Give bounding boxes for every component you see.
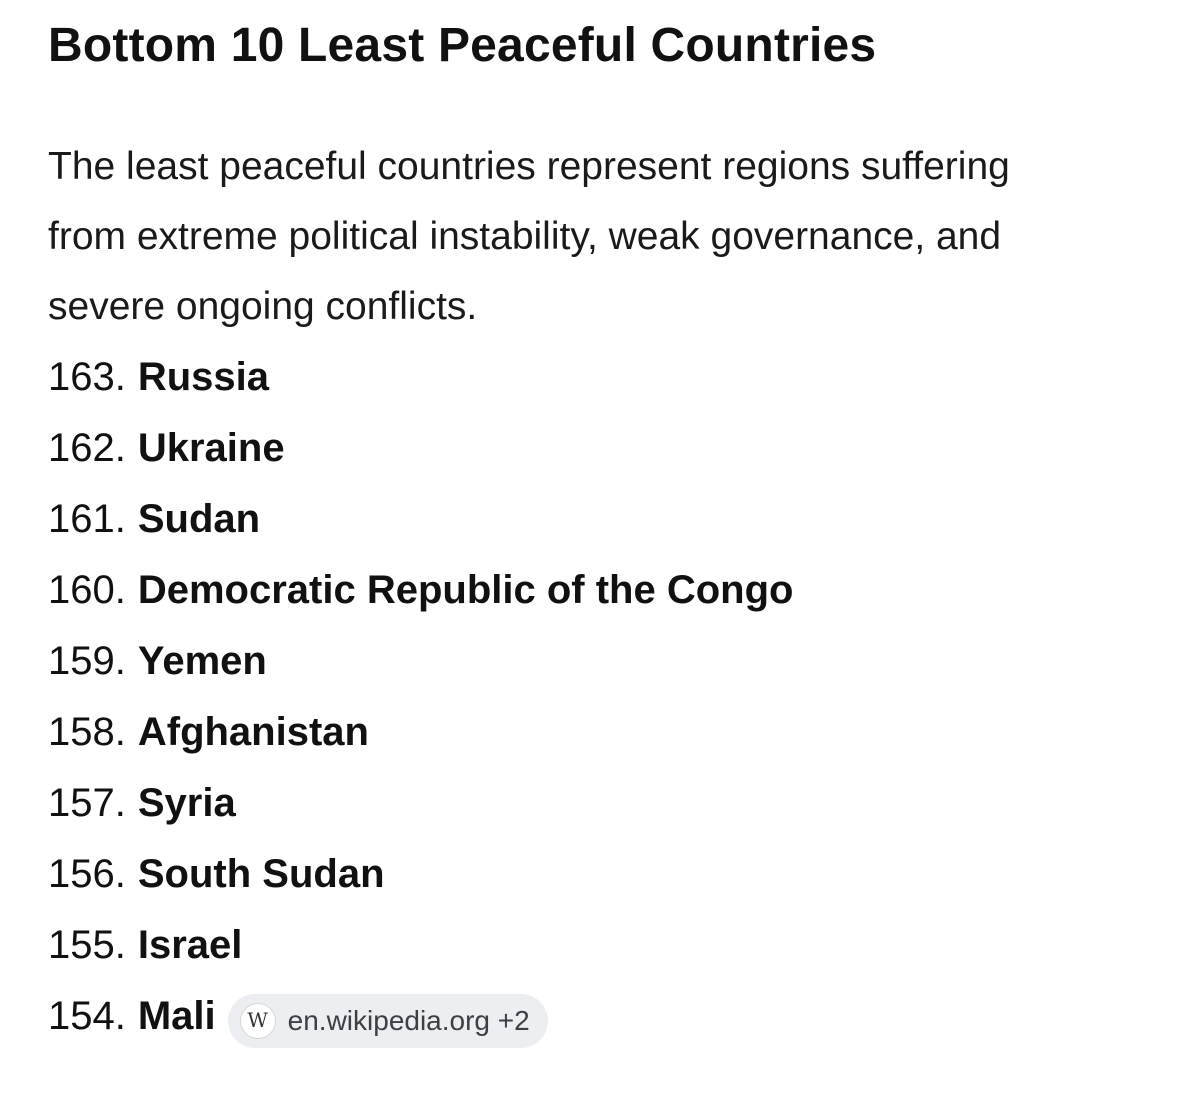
country-name: Democratic Republic of the Congo [137, 568, 794, 612]
intro-paragraph: The least peaceful countries represent r… [48, 145, 1010, 328]
country-name: Ukraine [137, 426, 285, 470]
list-item: 157. Syria [48, 768, 1168, 839]
rank-number: 161. [48, 497, 126, 541]
country-name: Sudan [137, 497, 261, 541]
source-chip-label: en.wikipedia.org +2 [287, 1005, 530, 1036]
country-name: Russia [137, 355, 270, 399]
wikipedia-icon: W [239, 1002, 276, 1039]
rank-number: 160. [48, 568, 126, 612]
list-item: 159. Yemen [48, 626, 1168, 697]
rank-number: 163. [48, 355, 126, 399]
list-item: 160. Democratic Republic of the Congo [48, 555, 1168, 626]
source-chip[interactable]: W en.wikipedia.org +2 [227, 993, 548, 1048]
list-item: 162. Ukraine [48, 413, 1168, 484]
list-item: 156. South Sudan [48, 839, 1168, 910]
list-item: 158. Afghanistan [48, 697, 1168, 768]
country-name: Syria [137, 781, 236, 825]
rank-number: 158. [48, 710, 126, 754]
ranking-list: 163. Russia 162. Ukraine 161. Sudan 160.… [48, 342, 1168, 1052]
rank-number: 157. [48, 781, 126, 825]
rank-number: 162. [48, 426, 126, 470]
country-name: Mali [137, 994, 216, 1038]
rank-number: 155. [48, 923, 126, 967]
country-name: South Sudan [137, 852, 385, 896]
list-item: 161. Sudan [48, 484, 1168, 555]
answer-content: Bottom 10 Least Peaceful Countries The l… [48, 14, 1168, 1052]
list-item: 155. Israel [48, 910, 1168, 981]
country-name: Yemen [137, 639, 267, 683]
page-title: Bottom 10 Least Peaceful Countries [48, 19, 877, 72]
list-item: 163. Russia [48, 342, 1168, 413]
country-name: Israel [137, 923, 243, 967]
list-item: 154. Mali W en.wikipedia.org +2 [48, 981, 1168, 1052]
country-name: Afghanistan [137, 710, 369, 754]
rank-number: 154. [48, 994, 126, 1038]
rank-number: 156. [48, 852, 126, 896]
rank-number: 159. [48, 639, 126, 683]
